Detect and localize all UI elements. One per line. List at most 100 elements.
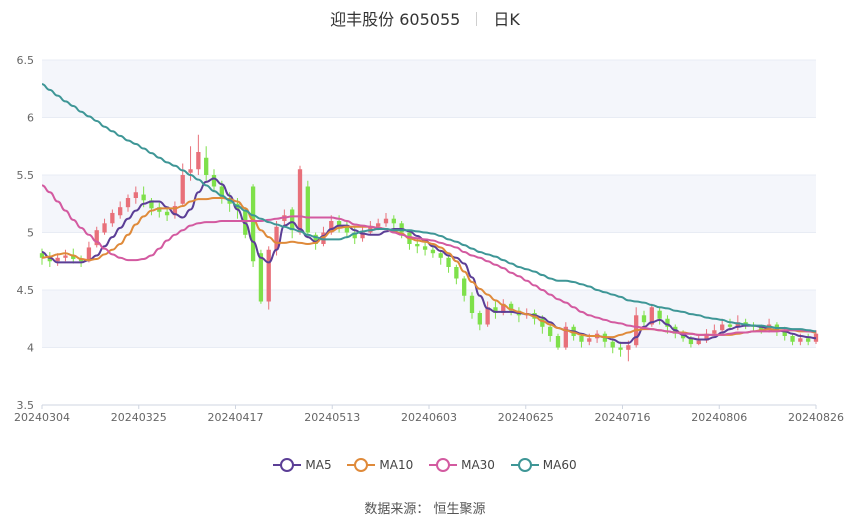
legend-swatch-ma10 (347, 458, 376, 472)
series-line-ma60 (41, 83, 817, 333)
candle-body (462, 278, 467, 296)
candle-body (219, 186, 224, 198)
x-tick-label: 20240716 (595, 411, 651, 424)
legend-label-ma5: MA5 (305, 458, 332, 472)
x-tick-label: 20240826 (788, 411, 844, 424)
candle-body (446, 257, 451, 267)
candle-body (712, 330, 717, 334)
candle-body (149, 200, 154, 209)
y-tick-label: 6.5 (17, 54, 35, 67)
candle-body (141, 194, 146, 201)
candle-body (133, 192, 138, 198)
candle-body (118, 207, 123, 216)
candle-body (63, 255, 68, 258)
candle-body (250, 186, 256, 262)
candle-body (641, 315, 647, 323)
grid-band (42, 60, 816, 118)
candle-body (493, 307, 498, 313)
candle-body (477, 313, 482, 325)
candle-body (759, 326, 764, 331)
candle-body (587, 338, 592, 342)
candle-body (649, 307, 654, 325)
y-tick-label: 5.5 (17, 169, 35, 182)
y-tick-label: 5 (27, 227, 34, 240)
candle-body (720, 324, 725, 331)
candle-body (727, 324, 733, 327)
candle-body (399, 223, 404, 233)
candle-body (47, 257, 52, 262)
legend-label-ma30: MA30 (461, 458, 495, 472)
legend-swatch-ma60 (510, 458, 539, 472)
stock-name-code: 迎丰股份 605055 (330, 10, 461, 29)
candle-body (125, 198, 131, 208)
candle-body (391, 218, 396, 224)
candle-body (610, 341, 615, 348)
candle-body (360, 232, 365, 239)
candle-body (501, 303, 506, 313)
candle-body (743, 322, 748, 325)
candle-body (454, 267, 459, 279)
candle-body (102, 223, 107, 233)
candle-body (555, 336, 561, 348)
candle-body (71, 255, 76, 259)
x-tick-label: 20240417 (208, 411, 264, 424)
x-tick-label: 20240304 (14, 411, 70, 424)
legend-item-ma30[interactable]: MA30 (429, 458, 495, 472)
legend-swatch-ma30 (429, 458, 458, 472)
candle-body (157, 207, 162, 212)
legend: MA5 MA10 MA30 MA60 (0, 458, 850, 472)
candle-body (665, 318, 670, 327)
candle-body (806, 338, 811, 342)
candle-body (383, 218, 389, 224)
candle-body (86, 247, 92, 262)
series-line-ma30 (41, 184, 816, 336)
candle-body (39, 253, 45, 258)
candle-body (164, 211, 170, 216)
candle-body (305, 186, 310, 233)
candle-body (430, 249, 436, 254)
candle-body (688, 338, 694, 345)
candle-body (735, 322, 740, 327)
legend-item-ma60[interactable]: MA60 (510, 458, 577, 472)
candle-body (438, 253, 443, 258)
candle-body (172, 206, 178, 216)
candle-body (55, 257, 60, 262)
x-tick-label: 20240325 (111, 411, 167, 424)
grid-band (42, 290, 816, 348)
candle-body (548, 326, 553, 336)
candle-body (680, 333, 686, 339)
legend-label-ma60: MA60 (542, 458, 577, 472)
candle-body (485, 307, 490, 325)
candle-body (696, 340, 701, 345)
y-tick-label: 4.5 (17, 284, 35, 297)
candle-body (243, 209, 248, 235)
candle-body (704, 333, 709, 341)
y-tick-label: 3.5 (17, 399, 35, 412)
chart-title: 迎丰股份 605055 日K (0, 6, 850, 30)
candle-body (188, 169, 193, 173)
candle-body (78, 258, 84, 262)
candle-body (798, 338, 803, 342)
grid-band (42, 175, 816, 233)
legend-item-ma5[interactable]: MA5 (273, 458, 332, 472)
candle-body (297, 169, 303, 233)
candle-body (782, 330, 787, 336)
candle-body (508, 303, 514, 311)
candle-body (563, 326, 568, 348)
x-tick-label: 20240625 (498, 411, 554, 424)
candle-body (266, 249, 271, 302)
candle-body (469, 295, 475, 313)
candle-body (180, 175, 185, 204)
candle-body (336, 221, 342, 227)
candle-body (657, 310, 662, 319)
candle-body (211, 175, 217, 187)
legend-item-ma10[interactable]: MA10 (347, 458, 413, 472)
period-label: 日K (493, 10, 520, 29)
candle-body (352, 232, 357, 239)
candle-body (618, 347, 623, 350)
candle-body (274, 226, 279, 250)
candle-body (376, 223, 381, 227)
candle-body (290, 209, 295, 231)
x-tick-label: 20240513 (304, 411, 360, 424)
